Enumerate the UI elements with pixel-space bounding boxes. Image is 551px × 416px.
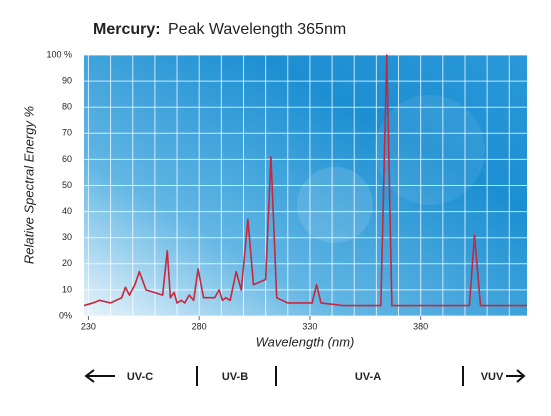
band-label: UV-C [127, 371, 153, 383]
x-tick-label: 230 [81, 321, 96, 331]
lens-flare [297, 167, 373, 243]
y-tick-label: 10 [62, 284, 72, 294]
y-tick-label: 80 [62, 102, 72, 112]
arrow-right [506, 369, 526, 383]
y-tick-label: 30 [62, 232, 72, 242]
x-axis-label: Wavelength (nm) [256, 334, 355, 349]
spectrum-line [83, 54, 527, 307]
y-tick-label: 60 [62, 154, 72, 164]
band-label: VUV [481, 371, 504, 383]
y-tick-label: 50 [62, 180, 72, 190]
y-tick-label: 40 [62, 206, 72, 216]
x-tick-label: 380 [413, 321, 428, 331]
band-label: UV-B [222, 371, 248, 383]
y-tick-label: 90 [62, 75, 72, 85]
x-tick-label: 280 [192, 321, 207, 331]
y-axis-label: Relative Spectral Energy % [21, 106, 36, 264]
chart-title: Peak Wavelength 365nm [168, 21, 346, 38]
band-label: UV-A [355, 371, 381, 383]
chart-title-bold: Mercury: [93, 21, 161, 38]
lens-flare [375, 95, 485, 205]
arrow-left [84, 369, 115, 383]
x-tick-label: 330 [302, 321, 317, 331]
band-row [84, 366, 526, 386]
y-tick-label: 70 [62, 128, 72, 138]
y-tick-label: 20 [62, 258, 72, 268]
y-tick-label: 0% [59, 310, 72, 320]
y-tick-label: 100 % [46, 49, 72, 59]
